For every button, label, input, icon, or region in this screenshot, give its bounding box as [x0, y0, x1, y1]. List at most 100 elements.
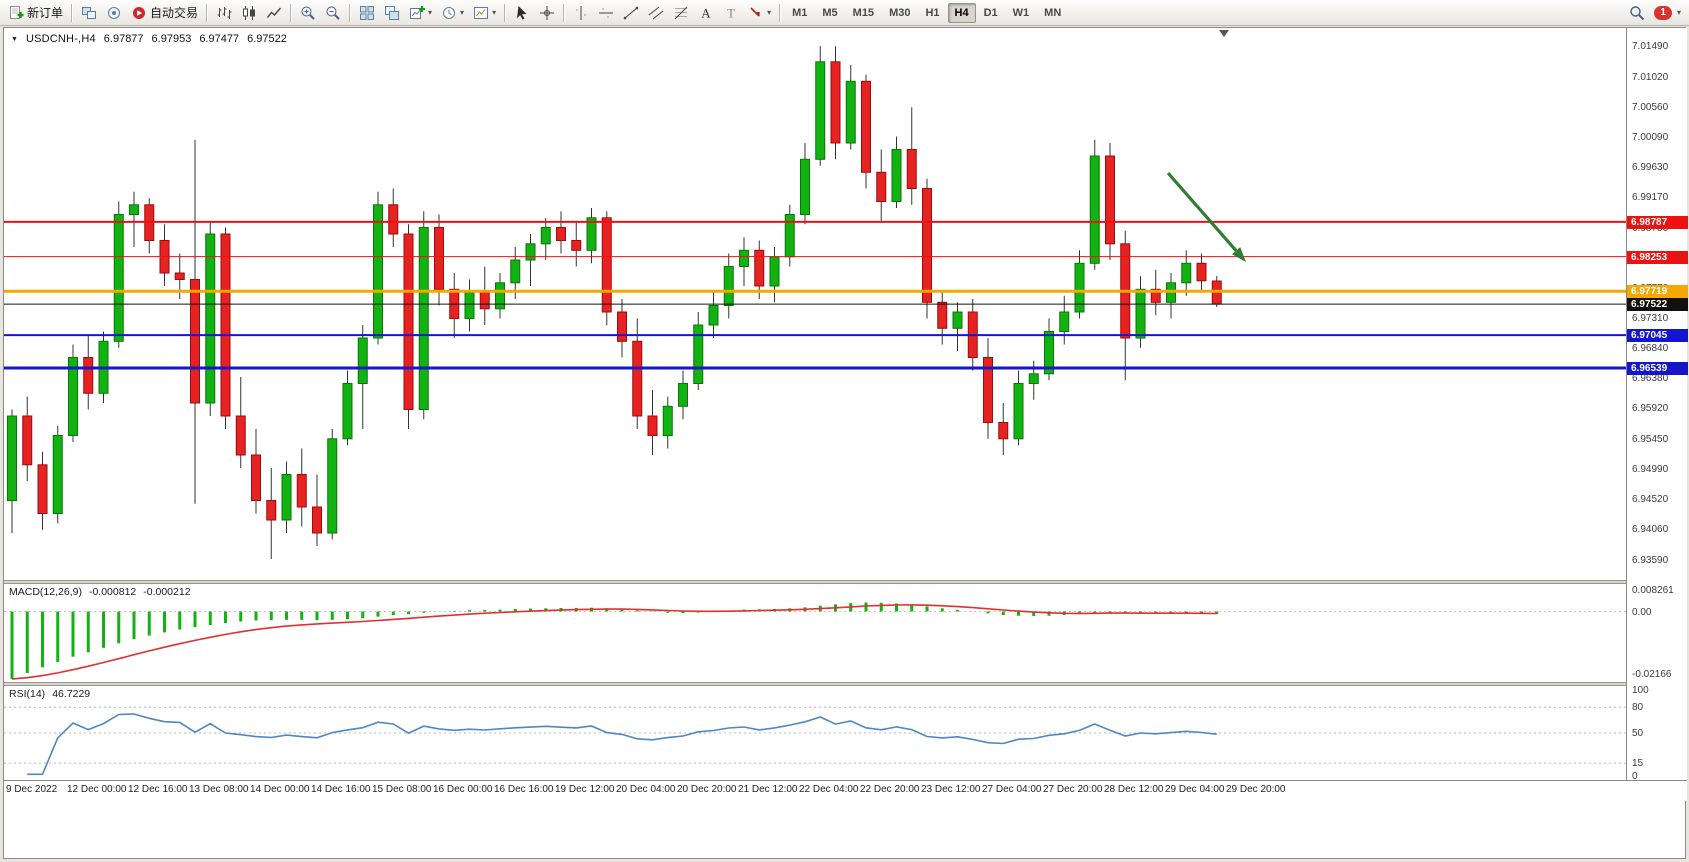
candlestick-button[interactable] [237, 2, 261, 24]
time-axis-label: 9 Dec 2022 [6, 784, 58, 795]
timeframe-m5[interactable]: M5 [815, 3, 844, 23]
new-chart-button[interactable]: ▾ [405, 2, 436, 24]
crosshair-button[interactable] [535, 2, 559, 24]
cascade-windows-icon [385, 5, 400, 20]
time-axis-label: 22 Dec 20:00 [860, 784, 920, 795]
time-axis-label: 27 Dec 20:00 [1043, 784, 1103, 795]
arrows-button[interactable]: ▾ [744, 2, 775, 24]
macd-axis-label: -0.02166 [1632, 669, 1672, 680]
chart-menu-icon[interactable]: ▼ [11, 35, 18, 43]
time-axis-label: 23 Dec 12:00 [921, 784, 981, 795]
zoom-in-button[interactable] [296, 2, 320, 24]
rsi-axis-label: 0 [1632, 771, 1638, 782]
toolbar-separator [504, 3, 507, 22]
level-price-tag: 6.98787 [1627, 215, 1688, 229]
hline-icon [599, 8, 614, 17]
chart-window: ▼ USDCNH-,H4 6.97877 6.97953 6.97477 6.9… [3, 27, 1688, 859]
fibonacci-button[interactable] [669, 2, 693, 24]
alerts-icon [108, 6, 121, 19]
bar-chart-button[interactable] [212, 2, 236, 24]
label-button[interactable]: T [719, 2, 743, 24]
hline-button[interactable] [594, 2, 618, 24]
periods-button[interactable]: ▾ [437, 2, 468, 24]
timeframe-w1[interactable]: W1 [1006, 3, 1037, 23]
time-axis-label: 15 Dec 08:00 [372, 784, 432, 795]
timeframe-m30[interactable]: M30 [882, 3, 917, 23]
macd-signal-value: -0.000212 [143, 586, 191, 598]
timeframe-h1[interactable]: H1 [918, 3, 946, 23]
chevron-down-icon[interactable]: ▾ [1676, 7, 1681, 17]
time-axis-label: 27 Dec 04:00 [982, 784, 1042, 795]
timeframe-d1[interactable]: D1 [977, 3, 1005, 23]
price-chart[interactable] [4, 28, 1626, 580]
ohlc-low: 6.97477 [199, 33, 240, 45]
channel-button[interactable] [644, 2, 668, 24]
panel-splitter[interactable] [4, 580, 1685, 584]
cursor-icon [517, 5, 527, 20]
timeframe-m15[interactable]: M15 [846, 3, 881, 23]
trendline-button[interactable] [619, 2, 643, 24]
time-axis[interactable]: 9 Dec 2022 12 Dec 00:00 12 Dec 16:00 13 Dec… [4, 780, 1687, 801]
toolbar-separator [206, 3, 209, 22]
price-axis[interactable]: 7.01490 7.01020 7.00560 7.00090 6.99630 6.991… [1626, 28, 1688, 782]
ohlc-close: 6.97522 [247, 33, 287, 45]
autotrading-button[interactable]: 自动交易 [127, 2, 202, 24]
level-price-tag: 6.96539 [1627, 362, 1688, 375]
svg-text:T: T [727, 5, 735, 20]
price-axis-label: 6.94990 [1632, 463, 1669, 475]
price-axis-label: 6.95920 [1632, 403, 1669, 415]
text-icon: A [701, 5, 711, 20]
price-axis-label: 6.97310 [1632, 312, 1669, 324]
cascade-windows-button[interactable] [380, 2, 404, 24]
new-order-button[interactable]: 新订单 [4, 2, 67, 24]
timeframe-h4[interactable]: H4 [947, 2, 976, 23]
toolbar-separator [71, 3, 74, 22]
price-axis-label: 6.94060 [1632, 524, 1669, 536]
trendline-icon [623, 6, 639, 19]
alerts-button[interactable] [102, 2, 126, 24]
search-button[interactable] [1625, 2, 1649, 24]
ohlc-open: 6.97877 [103, 33, 144, 45]
rsi-panel[interactable] [4, 686, 1626, 780]
new-order-icon [10, 5, 24, 19]
current-price-tag: 6.97522 [1627, 298, 1688, 312]
notifications-badge[interactable]: 1 [1654, 5, 1672, 20]
timeframe-m1[interactable]: M1 [785, 3, 814, 23]
time-axis-label: 14 Dec 00:00 [250, 784, 310, 795]
zoom-out-icon [326, 6, 340, 20]
time-axis-label: 13 Dec 08:00 [189, 784, 249, 795]
label-icon: T [727, 5, 735, 20]
rsi-axis-label: 80 [1632, 702, 1644, 714]
tile-windows-button[interactable] [355, 2, 379, 24]
level-price-tag: 6.97719 [1627, 285, 1688, 299]
toolbar: 新订单 自动交易 ▾ ▾ ▾ A T ▾ M1 M5 M15 M30 H1 H4 D1 W1 MN 1 ▾ [0, 0, 1689, 26]
price-axis-label: 7.00560 [1632, 101, 1669, 113]
charts-button[interactable] [77, 2, 101, 24]
rsi-axis-label: 50 [1632, 728, 1644, 739]
price-axis-label: 6.94520 [1632, 494, 1669, 506]
templates-button[interactable]: ▾ [469, 2, 500, 24]
vline-button[interactable] [569, 2, 593, 24]
cursor-button[interactable] [510, 2, 534, 24]
rsi-axis-label: 100 [1632, 685, 1649, 696]
price-axis-label: 6.96380 [1632, 373, 1669, 385]
toolbar-separator [563, 3, 566, 22]
candlestick-icon [243, 5, 256, 20]
panel-splitter[interactable] [4, 682, 1685, 686]
price-axis-label: 6.99630 [1632, 162, 1669, 174]
macd-axis-label: 0.008261 [1632, 585, 1674, 596]
chart-header: ▼ USDCNH-,H4 6.97877 6.97953 6.97477 6.9… [11, 33, 287, 45]
bar-chart-icon [217, 6, 232, 19]
time-axis-label: 12 Dec 16:00 [128, 784, 188, 795]
text-button[interactable]: A [694, 2, 718, 24]
time-axis-label: 29 Dec 04:00 [1165, 784, 1225, 795]
autotrading-button-label: 自动交易 [150, 6, 199, 20]
line-chart-button[interactable] [262, 2, 286, 24]
period-icon [443, 6, 456, 19]
macd-panel[interactable] [4, 584, 1626, 682]
vline-icon [576, 5, 586, 20]
timeframe-mn[interactable]: MN [1037, 3, 1068, 23]
zoom-out-button[interactable] [321, 2, 345, 24]
price-axis-label: 7.01490 [1632, 41, 1669, 53]
svg-text:A: A [701, 5, 711, 20]
